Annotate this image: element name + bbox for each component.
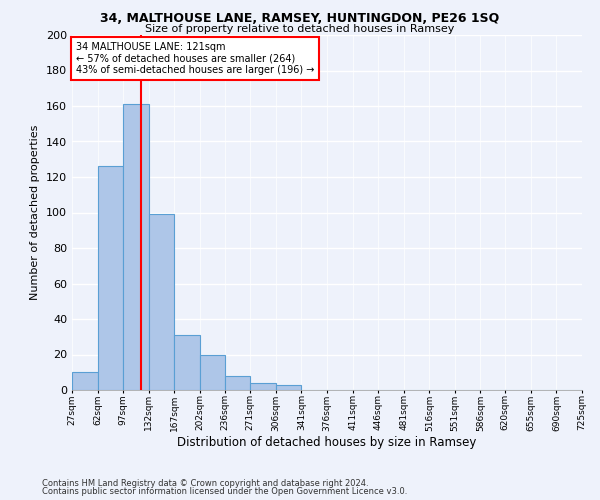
Bar xyxy=(200,354,226,390)
X-axis label: Distribution of detached houses by size in Ramsey: Distribution of detached houses by size … xyxy=(178,436,476,449)
Text: Size of property relative to detached houses in Ramsey: Size of property relative to detached ho… xyxy=(145,24,455,34)
Bar xyxy=(72,372,98,390)
Bar xyxy=(276,384,301,390)
Bar xyxy=(174,335,200,390)
Text: Contains HM Land Registry data © Crown copyright and database right 2024.: Contains HM Land Registry data © Crown c… xyxy=(42,478,368,488)
Text: 34 MALTHOUSE LANE: 121sqm
← 57% of detached houses are smaller (264)
43% of semi: 34 MALTHOUSE LANE: 121sqm ← 57% of detac… xyxy=(76,42,314,76)
Bar xyxy=(98,166,123,390)
Bar xyxy=(225,376,250,390)
Text: 34, MALTHOUSE LANE, RAMSEY, HUNTINGDON, PE26 1SQ: 34, MALTHOUSE LANE, RAMSEY, HUNTINGDON, … xyxy=(100,12,500,26)
Bar xyxy=(123,104,149,390)
Y-axis label: Number of detached properties: Number of detached properties xyxy=(31,125,40,300)
Text: Contains public sector information licensed under the Open Government Licence v3: Contains public sector information licen… xyxy=(42,487,407,496)
Bar xyxy=(149,214,174,390)
Bar xyxy=(250,383,276,390)
